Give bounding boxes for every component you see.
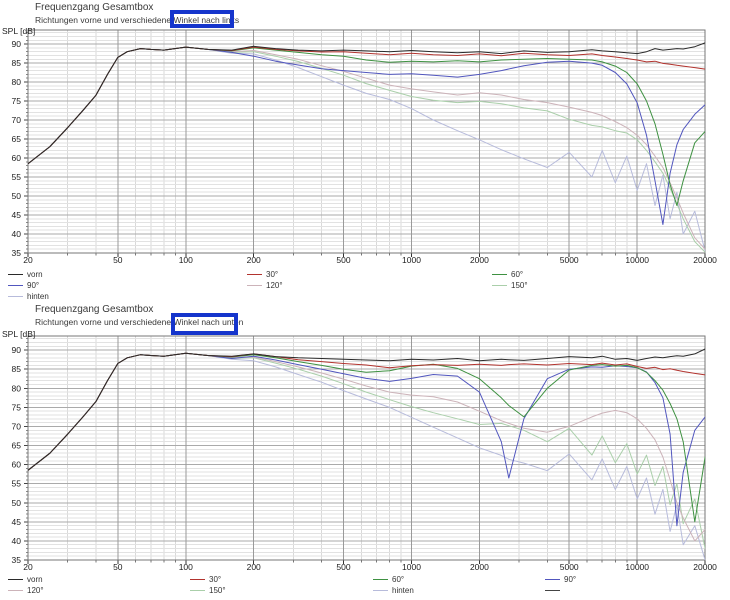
y-tick-label: 70 — [12, 421, 22, 431]
legend-label: 90° — [27, 281, 40, 290]
x-tick-label: 100 — [179, 255, 193, 265]
x-tick-label: 100 — [179, 562, 193, 572]
x-tick-label: 200 — [247, 255, 261, 265]
y-tick-label: 50 — [12, 191, 22, 201]
chart1-y-axis-label: SPL [dB] — [2, 26, 36, 36]
x-tick-label: 20 — [23, 255, 33, 265]
x-tick-label: 200 — [247, 562, 261, 572]
y-tick-label: 80 — [12, 77, 22, 87]
chart2-y-axis-label: SPL [dB] — [2, 329, 36, 339]
legend-line-swatch — [247, 285, 262, 286]
x-tick-label: 5000 — [560, 255, 579, 265]
chart1-subtitle: Richtungen vorne und verschiedene Winkel… — [35, 15, 240, 25]
legend-label: 30° — [266, 270, 279, 279]
y-tick-label: 40 — [12, 536, 22, 546]
y-tick-label: 60 — [12, 153, 22, 163]
x-tick-label: 2000 — [470, 255, 489, 265]
legend-label: hinten — [27, 292, 49, 301]
legend-line-swatch — [8, 285, 23, 286]
legend-line-swatch — [373, 579, 388, 580]
y-tick-label: 85 — [12, 58, 22, 68]
legend-line-swatch — [190, 579, 205, 580]
y-tick-label: 80 — [12, 383, 22, 393]
x-tick-label: 500 — [336, 255, 350, 265]
x-tick-label: 50 — [113, 562, 123, 572]
x-tick-label: 20000 — [693, 562, 717, 572]
x-tick-label: 2000 — [470, 562, 489, 572]
legend-label: 150° — [511, 281, 528, 290]
legend-line-swatch — [247, 274, 262, 275]
legend-line-swatch — [492, 274, 507, 275]
spl-curve-vorn — [28, 42, 706, 165]
y-tick-label: 45 — [12, 210, 22, 220]
y-tick-label: 65 — [12, 134, 22, 144]
legend-label: 120° — [266, 281, 283, 290]
legend-line-swatch — [373, 589, 388, 591]
y-tick-label: 70 — [12, 115, 22, 125]
x-tick-label: 20000 — [693, 255, 717, 265]
spl-curve-vorn — [28, 348, 706, 471]
legend-label: 150° — [209, 585, 226, 595]
legend-line-swatch — [545, 589, 560, 591]
y-tick-label: 75 — [12, 402, 22, 412]
x-tick-label: 1000 — [402, 562, 421, 572]
chart1-title: Frequenzgang Gesamtbox — [35, 2, 154, 13]
x-tick-label: 20 — [23, 562, 33, 572]
y-tick-label: 90 — [12, 39, 22, 49]
legend-label: vorn — [27, 575, 43, 584]
y-tick-label: 90 — [12, 345, 22, 355]
x-tick-label: 10000 — [625, 255, 649, 265]
legend-line-swatch — [8, 274, 23, 275]
y-tick-label: 75 — [12, 96, 22, 106]
chart2-title: Frequenzgang Gesamtbox — [35, 304, 154, 315]
legend-label: 60° — [392, 575, 405, 584]
x-tick-label: 50 — [113, 255, 123, 265]
y-tick-label: 85 — [12, 364, 22, 374]
spl-curve-150deg — [28, 352, 706, 550]
legend-line-swatch — [545, 579, 560, 580]
x-tick-label: 1000 — [402, 255, 421, 265]
y-tick-label: 65 — [12, 441, 22, 451]
legend-label: 30° — [209, 575, 222, 584]
x-tick-label: 10000 — [625, 562, 649, 572]
spl-curve-120deg — [28, 352, 706, 542]
y-tick-label: 45 — [12, 517, 22, 527]
legend-label: 120° — [27, 585, 44, 595]
legend-line-swatch — [8, 296, 23, 297]
legend-line-swatch — [8, 589, 23, 591]
spl-curve-90deg — [28, 46, 706, 225]
y-tick-label: 35 — [12, 555, 22, 565]
y-tick-label: 55 — [12, 172, 22, 182]
legend-line-swatch — [8, 579, 23, 580]
y-tick-label: 60 — [12, 460, 22, 470]
chart2-highlight-box-nach-unten — [171, 313, 238, 335]
y-tick-label: 35 — [12, 248, 22, 258]
legend-label: vorn — [27, 270, 43, 279]
legend-label: 60° — [511, 270, 524, 279]
chart1-highlight-box-nach-links — [170, 10, 234, 28]
legend-label: 90° — [564, 575, 577, 584]
legend-line-swatch — [190, 589, 205, 591]
y-tick-label: 50 — [12, 498, 22, 508]
x-tick-label: 500 — [336, 562, 350, 572]
chart2-subtitle: Richtungen vorne und verschiedene Winkel… — [35, 317, 244, 327]
y-tick-label: 55 — [12, 479, 22, 489]
x-tick-label: 5000 — [560, 562, 579, 572]
legend-label: hinten — [392, 585, 414, 595]
y-tick-label: 40 — [12, 229, 22, 239]
legend-line-swatch — [492, 285, 507, 286]
